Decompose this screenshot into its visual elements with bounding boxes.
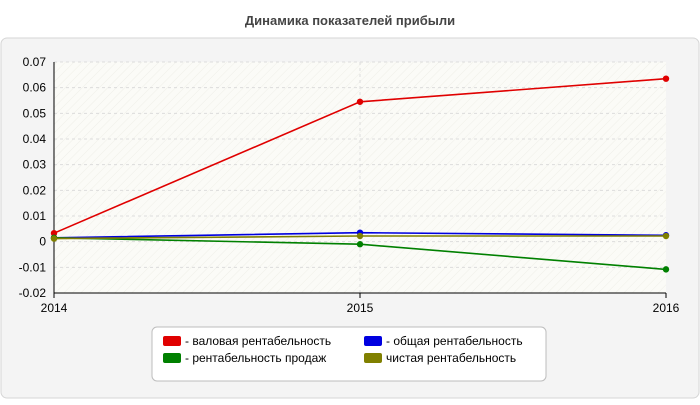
y-tick-label: 0.07 xyxy=(23,55,47,69)
legend-label: - общая рентабельность xyxy=(386,334,523,348)
legend-swatch xyxy=(364,336,382,346)
legend-label: - валовая рентабельность xyxy=(185,334,331,348)
x-tick-label: 2016 xyxy=(653,301,680,315)
legend-box xyxy=(151,326,547,382)
data-point-series-1 xyxy=(662,75,670,82)
legend-swatch xyxy=(163,336,181,346)
series-lines xyxy=(50,75,670,273)
axes: 0.070.060.050.040.030.020.010-0.01-0.022… xyxy=(19,55,680,315)
y-tick-label: 0.05 xyxy=(23,106,47,120)
data-point-series-3 xyxy=(356,241,364,248)
y-tick-label: -0.01 xyxy=(19,260,47,274)
y-tick-label: -0.02 xyxy=(19,286,47,300)
legend: - валовая рентабельность - общая рентабел… xyxy=(163,334,523,365)
legend-label: - рентабельность продаж xyxy=(185,351,326,365)
data-point-series-1 xyxy=(356,98,364,105)
legend-swatch xyxy=(163,353,181,363)
data-point-series-4 xyxy=(356,232,364,240)
data-point-series-4 xyxy=(662,232,670,240)
x-tick-label: 2015 xyxy=(347,301,374,315)
legend-label: чистая рентабельность xyxy=(386,351,516,365)
y-tick-label: 0.01 xyxy=(23,209,47,223)
legend-swatch xyxy=(364,353,382,363)
y-tick-label: 0.06 xyxy=(23,81,47,95)
data-point-series-1 xyxy=(50,229,58,237)
chart-title: Динамика показателей прибыли xyxy=(245,13,455,28)
y-tick-label: 0.03 xyxy=(23,158,47,172)
data-point-series-3 xyxy=(662,266,670,273)
data-point-series-4 xyxy=(50,235,58,242)
y-tick-label: 0 xyxy=(39,235,46,249)
x-tick-label: 2014 xyxy=(41,301,68,315)
y-tick-label: 0.04 xyxy=(23,132,47,146)
y-tick-label: 0.02 xyxy=(23,183,47,197)
